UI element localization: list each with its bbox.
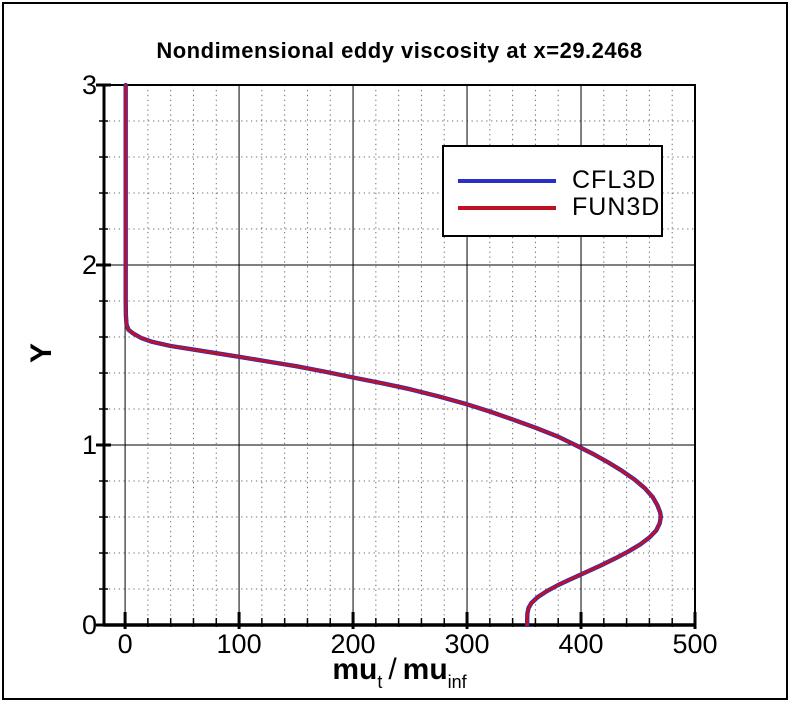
x-axis-label-part: mu bbox=[332, 653, 378, 686]
tick-labels: 0 100 200 300 400 500 0 1 2 3 bbox=[82, 70, 718, 659]
axis-ticks bbox=[96, 83, 697, 629]
y-tick-label: 2 bbox=[82, 250, 97, 280]
x-tick-label: 0 bbox=[118, 629, 133, 659]
x-axis-label-part: inf bbox=[447, 672, 467, 692]
y-tick-label: 3 bbox=[82, 70, 97, 100]
y-tick-label: 1 bbox=[82, 430, 97, 460]
x-axis-label-part: mu bbox=[402, 653, 448, 686]
x-tick-label: 400 bbox=[558, 629, 603, 659]
legend-label: CFL3D bbox=[572, 166, 657, 194]
legend-entry: FUN3D bbox=[458, 193, 661, 221]
x-axis-label: mut / muinf bbox=[104, 653, 695, 692]
legend-entry: CFL3D bbox=[458, 166, 661, 194]
legend-line-swatch bbox=[458, 178, 556, 183]
minor-gridlines bbox=[104, 85, 695, 625]
y-tick-label: 0 bbox=[82, 610, 97, 640]
x-tick-label: 500 bbox=[672, 629, 717, 659]
x-axis-label-part: t bbox=[377, 672, 383, 692]
x-tick-label: 300 bbox=[445, 629, 490, 659]
x-tick-label: 200 bbox=[331, 629, 376, 659]
y-axis-label: Y bbox=[25, 343, 58, 364]
series-curves bbox=[123, 83, 663, 627]
chart-title: Nondimensional eddy viscosity at x=29.24… bbox=[156, 38, 643, 63]
x-axis-label-part: / bbox=[388, 653, 397, 686]
legend-line-swatch bbox=[458, 205, 556, 210]
legend-box: CFL3D FUN3D bbox=[442, 145, 663, 237]
x-tick-label: 100 bbox=[217, 629, 262, 659]
series-fun3d bbox=[124, 83, 663, 627]
legend-label: FUN3D bbox=[572, 193, 661, 221]
